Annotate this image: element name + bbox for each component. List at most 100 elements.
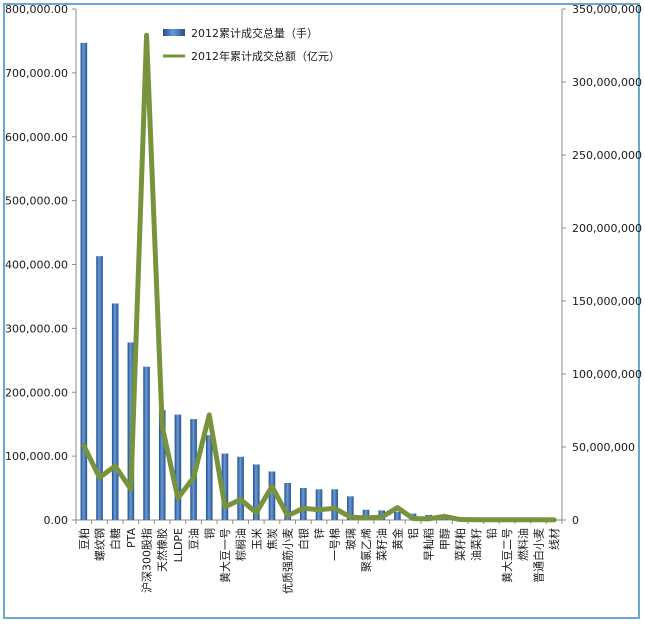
bar bbox=[347, 496, 354, 520]
left-tick-label: 500,000.00 bbox=[5, 195, 68, 208]
bar bbox=[111, 303, 119, 520]
bar bbox=[284, 482, 291, 520]
line-point bbox=[474, 518, 477, 521]
line-point bbox=[114, 465, 116, 467]
bar bbox=[252, 464, 260, 520]
line-point bbox=[553, 519, 555, 521]
x-tick-label: 锌 bbox=[312, 528, 326, 539]
line-point bbox=[365, 517, 367, 519]
x-tick-label: 早籼稻 bbox=[423, 528, 436, 561]
x-tick-label: 白糖 bbox=[108, 528, 122, 550]
line-point bbox=[130, 488, 132, 491]
x-tick-label: 甲醇 bbox=[437, 528, 451, 550]
x-tick-label: 线材 bbox=[547, 528, 561, 550]
x-tick-label: 菜籽粕 bbox=[453, 528, 467, 561]
left-tick-label: 700,000.00 bbox=[5, 67, 68, 80]
right-tick-label: 150,000,000 bbox=[572, 295, 642, 308]
legend-line-label: 2012年累计成交总额（亿元） bbox=[191, 49, 340, 63]
x-tick-label: 焦炭 bbox=[266, 528, 279, 550]
right-tick-label: 250,000,000 bbox=[572, 149, 642, 162]
line-point bbox=[506, 518, 508, 521]
x-tick-label: 黄大豆二号 bbox=[500, 528, 514, 583]
right-tick-label: 300,000,000 bbox=[572, 76, 642, 89]
line-point bbox=[459, 518, 461, 521]
left-tick-label: 0.00 bbox=[44, 514, 69, 527]
axes-layer bbox=[72, 8, 566, 524]
bar bbox=[300, 488, 307, 520]
line-point bbox=[349, 516, 352, 518]
line-point bbox=[286, 514, 289, 517]
x-tick-label: 普通白小麦 bbox=[531, 528, 545, 583]
x-tick-label: 白银 bbox=[296, 528, 310, 550]
left-tick-label: 200,000.00 bbox=[5, 386, 68, 399]
line-point bbox=[224, 506, 226, 508]
line-point bbox=[145, 34, 148, 37]
x-tick-label: 玻璃 bbox=[343, 528, 357, 550]
legend-bar-label: 2012累计成交总量（手） bbox=[191, 26, 318, 40]
x-tick-label: 菜籽油 bbox=[375, 528, 389, 561]
line-point bbox=[412, 517, 414, 520]
x-tick-label: 一号棉 bbox=[328, 528, 342, 561]
x-tick-label: 豆粕 bbox=[77, 528, 91, 550]
x-tick-label: 优质强筋小麦 bbox=[281, 528, 295, 594]
bar bbox=[174, 414, 182, 520]
x-tick-label: 黄大豆一号 bbox=[218, 528, 232, 583]
line-point bbox=[98, 476, 101, 479]
legend-bar-swatch bbox=[163, 29, 185, 36]
bar bbox=[205, 435, 213, 520]
x-tick-label: LLDPE bbox=[172, 528, 185, 562]
bar bbox=[394, 511, 401, 520]
x-tick-label: 铝 bbox=[406, 528, 420, 539]
line-layer bbox=[81, 32, 557, 523]
line-point bbox=[255, 511, 258, 514]
series-line bbox=[81, 32, 557, 523]
line-point bbox=[443, 515, 446, 518]
right-tick-label: 50,000,000 bbox=[572, 441, 635, 454]
bar bbox=[362, 509, 370, 520]
line-point bbox=[396, 506, 399, 509]
left-tick-label: 300,000.00 bbox=[5, 322, 68, 335]
line-point bbox=[271, 485, 273, 488]
line-point bbox=[83, 444, 85, 447]
line-point bbox=[490, 518, 493, 521]
x-tick-label: PTA bbox=[125, 528, 138, 548]
labels-layer: 0.00 100,000.00 200,000.00 300,000.00 400,00… bbox=[5, 3, 642, 594]
x-tick-label: 沪深300股指 bbox=[140, 528, 154, 593]
x-tick-label: 油菜籽 bbox=[469, 528, 483, 561]
line-point bbox=[302, 507, 305, 510]
right-tick-label: 200,000,000 bbox=[572, 222, 642, 235]
left-tick-label: 100,000.00 bbox=[5, 450, 68, 463]
left-tick-label: 800,000.00 bbox=[5, 3, 68, 16]
left-tick-label: 400,000.00 bbox=[5, 259, 68, 272]
bar bbox=[96, 256, 103, 520]
right-tick-label: 100,000,000 bbox=[572, 368, 642, 381]
line-point bbox=[318, 508, 320, 511]
line-point bbox=[380, 516, 383, 518]
line-point bbox=[427, 518, 430, 520]
line-point bbox=[537, 518, 540, 521]
bar bbox=[143, 366, 150, 520]
x-tick-label: 豆油 bbox=[187, 528, 201, 550]
right-tick-label: 0 bbox=[572, 514, 579, 527]
line-point bbox=[333, 507, 336, 510]
bar bbox=[158, 410, 166, 520]
bar bbox=[221, 453, 229, 520]
x-tick-label: 玉米 bbox=[250, 528, 263, 550]
x-tick-label: 螺纹钢 bbox=[93, 528, 107, 561]
x-tick-label: 棕榈油 bbox=[234, 528, 248, 561]
line-point bbox=[177, 497, 179, 499]
right-tick-label: 350,000,000 bbox=[572, 3, 642, 16]
bar bbox=[315, 489, 323, 520]
x-tick-label: 聚氯乙烯 bbox=[359, 528, 373, 572]
line-point bbox=[161, 425, 164, 428]
x-tick-label: 铅 bbox=[484, 528, 498, 539]
bar bbox=[331, 489, 338, 520]
line-point bbox=[192, 476, 195, 479]
x-tick-label: 天然橡胶 bbox=[155, 528, 169, 572]
legend: 2012累计成交总量（手） 2012年累计成交总额（亿元） bbox=[163, 26, 340, 63]
x-tick-label: 铜 bbox=[202, 528, 216, 539]
x-tick-label: 黄金 bbox=[390, 528, 404, 550]
bar bbox=[268, 471, 276, 520]
left-tick-label: 600,000.00 bbox=[5, 131, 68, 144]
